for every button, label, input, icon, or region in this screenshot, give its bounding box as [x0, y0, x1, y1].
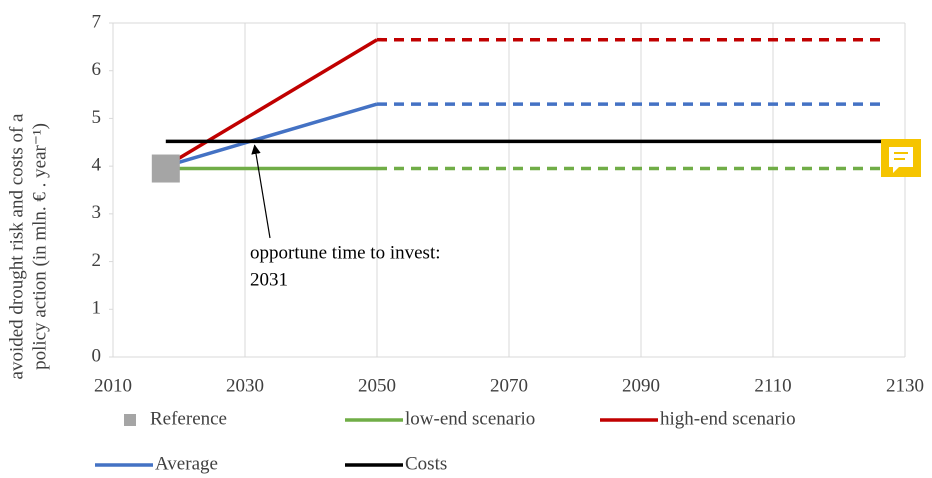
y-axis-label: policy action (in mln. € . year⁻¹): [29, 123, 50, 370]
x-tick-label: 2010: [94, 375, 132, 396]
series-line: [165, 102, 378, 168]
y-tick-label: 1: [92, 298, 102, 319]
x-tick-label: 2050: [358, 375, 396, 396]
y-tick-label: 7: [92, 11, 102, 32]
annotation-arrow: [251, 144, 271, 239]
x-tick-label: 2030: [226, 375, 264, 396]
legend-label: low-end scenario: [405, 408, 535, 429]
x-tick-label: 2070: [490, 375, 528, 396]
x-tick-label: 2090: [622, 375, 660, 396]
legend-label: Costs: [405, 453, 447, 474]
legend-label: Reference: [150, 408, 227, 429]
y-axis-label: avoided drought risk and costs of a: [6, 113, 27, 380]
y-tick-label: 3: [92, 202, 102, 223]
legend-label: high-end scenario: [660, 408, 796, 429]
x-tick-label: 2110: [754, 375, 791, 396]
legend-marker: [124, 414, 136, 426]
legend-label: Average: [155, 453, 218, 474]
comment-icon[interactable]: [881, 139, 921, 177]
reference-marker: [151, 154, 180, 183]
y-tick-label: 5: [92, 107, 102, 128]
annotation-text: 2031: [250, 269, 288, 290]
y-tick-label: 6: [92, 59, 102, 80]
y-tick-label: 0: [92, 345, 102, 366]
x-tick-label: 2130: [886, 375, 924, 396]
series-line: [164, 38, 378, 168]
y-tick-label: 2: [92, 250, 102, 271]
y-tick-label: 4: [92, 155, 102, 176]
annotation-text: opportune time to invest:: [250, 242, 441, 263]
